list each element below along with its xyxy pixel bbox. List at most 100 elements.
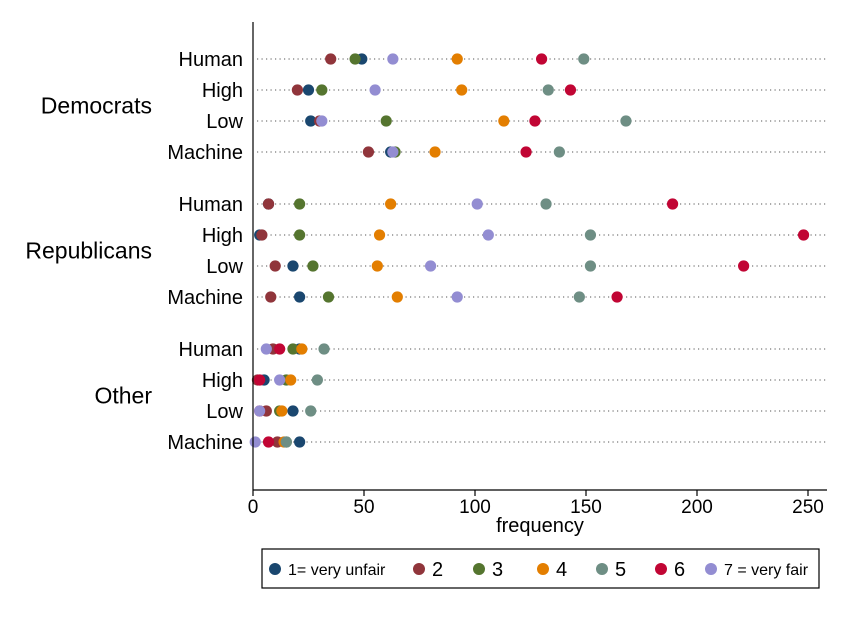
data-point bbox=[322, 291, 335, 303]
data-point bbox=[294, 436, 306, 448]
row-label: Machine bbox=[167, 432, 243, 454]
data-point bbox=[380, 115, 392, 127]
data-point bbox=[391, 291, 403, 303]
data-point bbox=[325, 53, 337, 65]
data-point bbox=[260, 343, 272, 355]
legend-item: 6 bbox=[655, 559, 685, 581]
row-label: Low bbox=[206, 111, 243, 133]
data-point bbox=[542, 84, 554, 96]
data-point bbox=[287, 260, 299, 272]
data-point bbox=[387, 146, 399, 158]
data-point bbox=[262, 198, 275, 210]
legend-item: 4 bbox=[537, 559, 567, 581]
data-point bbox=[553, 146, 565, 158]
row-label: Human bbox=[179, 194, 243, 216]
data-point bbox=[425, 260, 437, 272]
x-tick-label: 150 bbox=[570, 497, 602, 518]
data-point bbox=[311, 374, 323, 386]
row-label: Machine bbox=[167, 142, 243, 164]
data-point bbox=[316, 115, 328, 127]
x-tick-label: 50 bbox=[353, 497, 374, 518]
data-point bbox=[287, 343, 299, 355]
data-point bbox=[294, 291, 306, 303]
data-point bbox=[371, 260, 383, 272]
group-democrats: Human High Low Machine Democrats bbox=[41, 49, 827, 164]
x-axis-title: frequency bbox=[496, 515, 584, 537]
data-point bbox=[305, 115, 317, 127]
data-point bbox=[451, 291, 463, 303]
data-point bbox=[305, 405, 317, 417]
data-point bbox=[296, 343, 308, 355]
data-point bbox=[285, 374, 297, 386]
legend-label: 1= very unfair bbox=[288, 562, 386, 579]
x-tick-label: 100 bbox=[459, 497, 491, 518]
axis-layer: 0 50 100 150 200 250 frequency bbox=[248, 22, 827, 537]
data-point bbox=[387, 53, 399, 65]
data-point bbox=[307, 260, 319, 272]
data-point bbox=[349, 53, 361, 65]
group-label: Republicans bbox=[25, 238, 152, 264]
legend-marker bbox=[705, 563, 717, 575]
data-point bbox=[274, 343, 286, 355]
row-label: Low bbox=[206, 256, 243, 278]
group-label: Democrats bbox=[41, 93, 152, 119]
row-label: Low bbox=[206, 401, 243, 423]
data-point bbox=[584, 260, 597, 272]
data-point bbox=[318, 343, 330, 355]
data-point bbox=[362, 146, 375, 158]
x-tick-label: 0 bbox=[248, 497, 259, 518]
data-point bbox=[797, 229, 810, 241]
group-label: Other bbox=[94, 383, 152, 409]
data-point bbox=[529, 115, 541, 127]
legend-item: 5 bbox=[596, 559, 626, 581]
data-point bbox=[265, 291, 277, 303]
row-label: High bbox=[202, 225, 243, 247]
data-point bbox=[578, 53, 590, 65]
data-point bbox=[249, 436, 261, 448]
data-point bbox=[584, 229, 597, 241]
data-point bbox=[471, 198, 483, 210]
data-point bbox=[429, 146, 441, 158]
legend-marker bbox=[473, 563, 485, 575]
data-point bbox=[536, 53, 548, 65]
legend-marker bbox=[269, 563, 281, 575]
rows-layer: Human High Low Machine Democrats Human High Low… bbox=[25, 49, 827, 454]
data-point bbox=[564, 84, 577, 96]
data-point bbox=[373, 229, 386, 241]
data-point bbox=[666, 198, 679, 210]
row-label: High bbox=[202, 80, 243, 102]
data-point bbox=[498, 115, 510, 127]
legend-marker bbox=[413, 563, 425, 575]
legend-item: 1= very unfair bbox=[269, 562, 386, 579]
x-tick-label: 250 bbox=[792, 497, 824, 518]
legend-label: 7 = very fair bbox=[724, 562, 809, 579]
data-point bbox=[294, 198, 306, 210]
legend-label: 6 bbox=[674, 559, 685, 581]
data-point bbox=[254, 405, 266, 417]
row-label: Human bbox=[179, 49, 243, 71]
data-point bbox=[269, 260, 281, 272]
data-point bbox=[316, 84, 328, 96]
row-label: High bbox=[202, 370, 243, 392]
row-label: Machine bbox=[167, 287, 243, 309]
legend-label: 5 bbox=[615, 559, 626, 581]
legend-layer: 1= very unfair 2 3 4 5 6 7 = very fair bbox=[261, 548, 820, 589]
data-point bbox=[456, 84, 468, 96]
data-point bbox=[573, 291, 585, 303]
legend-marker bbox=[537, 563, 549, 575]
data-point bbox=[620, 115, 632, 127]
data-point bbox=[291, 84, 303, 96]
legend-item: 7 = very fair bbox=[705, 562, 809, 579]
data-point bbox=[385, 198, 397, 210]
data-point bbox=[274, 374, 286, 386]
data-point bbox=[540, 198, 552, 210]
data-point bbox=[738, 260, 750, 272]
data-point bbox=[254, 374, 266, 386]
legend-label: 3 bbox=[492, 559, 503, 581]
data-point bbox=[302, 84, 315, 96]
data-point bbox=[287, 405, 299, 417]
x-tick-label: 200 bbox=[681, 497, 713, 518]
data-point bbox=[276, 405, 288, 417]
group-republicans: Human High Low Machine Republicans bbox=[25, 194, 827, 309]
